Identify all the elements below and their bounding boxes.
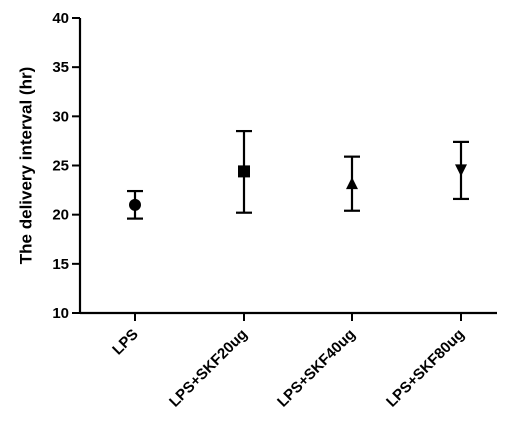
- data-point-circle: [129, 199, 141, 211]
- x-tick-label: LPS+SKF40ug: [274, 326, 359, 411]
- y-tick-label: 10: [52, 305, 69, 322]
- data-point-square: [238, 165, 250, 177]
- data-point-triangle-up: [346, 177, 358, 189]
- y-tick-label: 20: [52, 207, 69, 224]
- data-points: [127, 131, 469, 219]
- x-tick-label: LPS+SKF80ug: [383, 326, 468, 411]
- y-tick-label: 35: [52, 59, 69, 76]
- y-tick-label: 15: [52, 256, 69, 273]
- y-axis-label: The delivery interval (hr): [16, 67, 35, 264]
- x-tick-label: LPS: [109, 326, 142, 359]
- y-tick-label: 30: [52, 108, 69, 125]
- y-tick-label: 40: [52, 10, 69, 27]
- x-axis: LPS LPS+SKF20ug LPS+SKF40ug LPS+SKF80ug: [80, 313, 497, 411]
- y-tick-label: 25: [52, 158, 69, 175]
- data-point-triangle-down: [455, 164, 467, 176]
- y-axis: 10 15 20 25 30 35 40: [52, 10, 80, 322]
- x-tick-label: LPS+SKF20ug: [166, 326, 251, 411]
